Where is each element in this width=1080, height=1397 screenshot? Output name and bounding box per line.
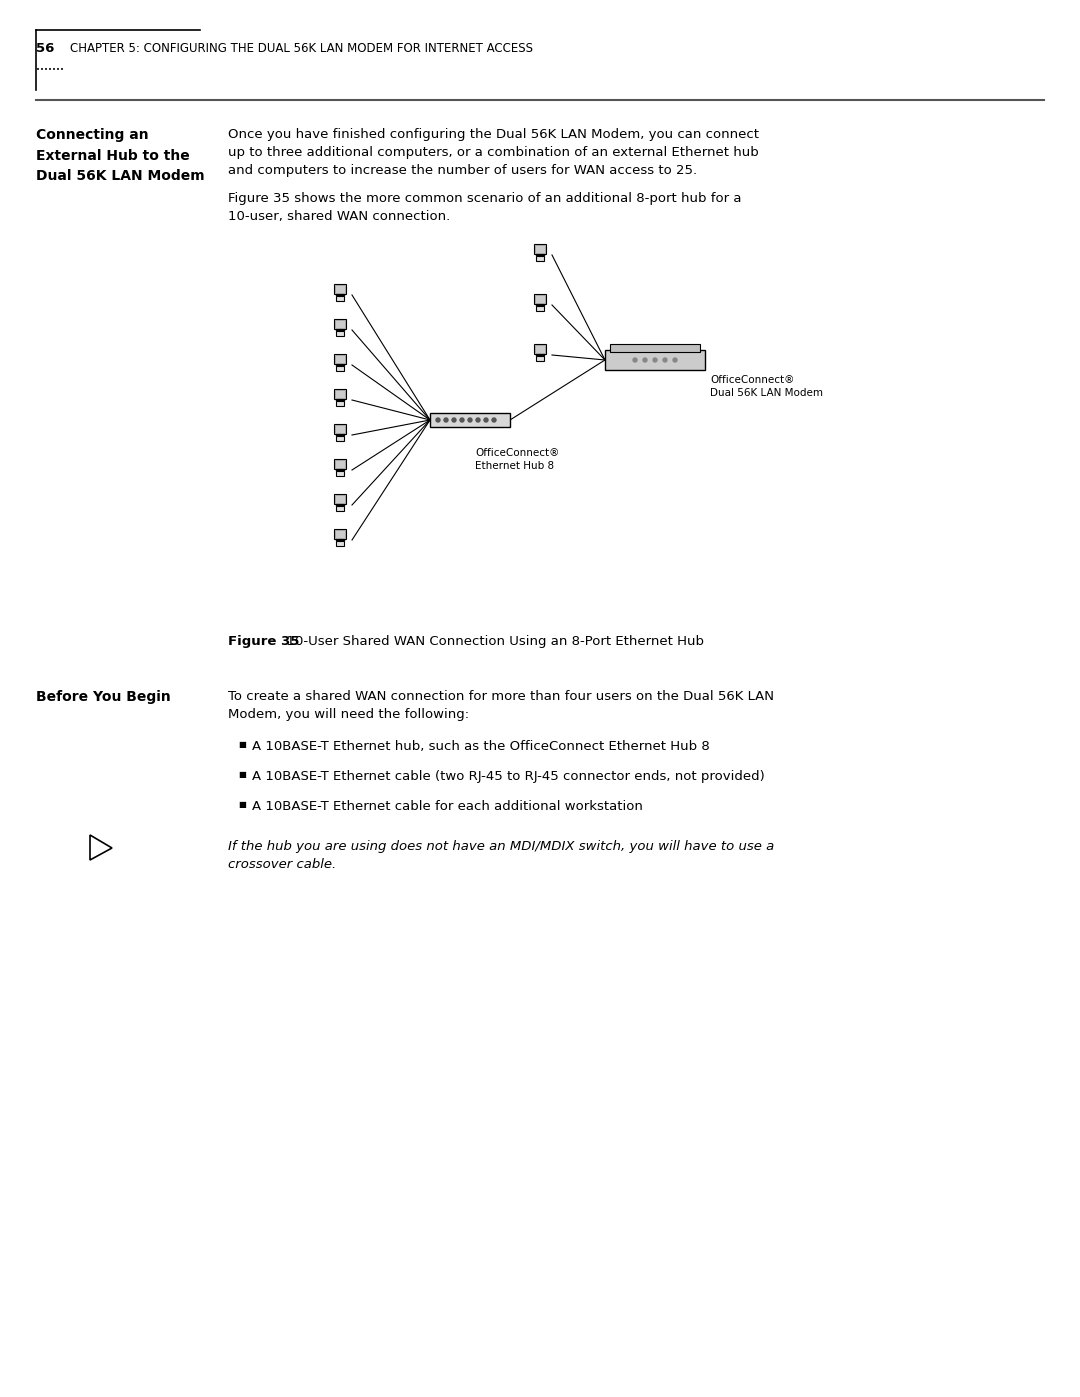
Bar	[335, 529, 345, 538]
Text: Once you have finished configuring the Dual 56K LAN Modem, you can connect
up to: Once you have finished configuring the D…	[228, 129, 759, 177]
Bar	[535, 244, 545, 253]
Text: Figure 35: Figure 35	[228, 636, 299, 648]
Bar	[335, 285, 345, 293]
Bar	[534, 344, 546, 353]
Bar	[334, 460, 346, 469]
Text: ■: ■	[238, 770, 246, 780]
Bar	[334, 529, 346, 539]
Circle shape	[436, 418, 440, 422]
Bar	[336, 296, 343, 300]
Text: If the hub you are using does not have an MDI/MDIX switch, you will have to use : If the hub you are using does not have a…	[228, 840, 774, 870]
Bar	[535, 295, 545, 303]
Bar	[335, 320, 345, 328]
Bar	[336, 401, 343, 407]
Text: A 10BASE-T Ethernet cable for each additional workstation: A 10BASE-T Ethernet cable for each addit…	[252, 800, 643, 813]
Text: To create a shared WAN connection for more than four users on the Dual 56K LAN
M: To create a shared WAN connection for mo…	[228, 690, 774, 721]
Circle shape	[663, 358, 667, 362]
Text: i: i	[95, 841, 99, 855]
Text: Connecting an
External Hub to the
Dual 56K LAN Modem: Connecting an External Hub to the Dual 5…	[36, 129, 204, 183]
Circle shape	[633, 358, 637, 362]
Circle shape	[673, 358, 677, 362]
Circle shape	[460, 418, 464, 422]
Text: 56: 56	[36, 42, 54, 54]
Bar	[334, 425, 346, 434]
Bar	[335, 355, 345, 363]
Circle shape	[444, 418, 448, 422]
Bar	[605, 351, 705, 370]
Text: ■: ■	[238, 740, 246, 749]
Bar	[336, 471, 343, 476]
Bar	[536, 256, 544, 261]
Bar	[334, 319, 346, 328]
Text: Before You Begin: Before You Begin	[36, 690, 171, 704]
Bar	[336, 436, 343, 441]
Bar	[536, 356, 544, 360]
Bar	[335, 460, 345, 468]
Circle shape	[476, 418, 480, 422]
Circle shape	[484, 418, 488, 422]
Bar	[335, 390, 345, 398]
Bar	[336, 366, 343, 372]
Text: 10-User Shared WAN Connection Using an 8-Port Ethernet Hub: 10-User Shared WAN Connection Using an 8…	[278, 636, 704, 648]
Bar	[610, 344, 700, 352]
Bar	[534, 293, 546, 305]
Polygon shape	[90, 835, 112, 861]
Bar	[335, 495, 345, 503]
Bar	[430, 414, 510, 427]
Bar	[336, 541, 343, 546]
Text: ■: ■	[238, 800, 246, 809]
Bar	[335, 425, 345, 433]
Bar	[334, 284, 346, 293]
Bar	[536, 306, 544, 312]
Bar	[334, 353, 346, 363]
Circle shape	[492, 418, 496, 422]
Text: CHAPTER 5: CONFIGURING THE DUAL 56K LAN MODEM FOR INTERNET ACCESS: CHAPTER 5: CONFIGURING THE DUAL 56K LAN …	[70, 42, 534, 54]
Text: A 10BASE-T Ethernet hub, such as the OfficeConnect Ethernet Hub 8: A 10BASE-T Ethernet hub, such as the Off…	[252, 740, 710, 753]
Circle shape	[643, 358, 647, 362]
Bar	[535, 345, 545, 353]
Circle shape	[653, 358, 657, 362]
Text: •••••••: •••••••	[36, 67, 64, 73]
Bar	[334, 495, 346, 504]
Circle shape	[453, 418, 456, 422]
Text: OfficeConnect®
Dual 56K LAN Modem: OfficeConnect® Dual 56K LAN Modem	[710, 374, 823, 398]
Text: A 10BASE-T Ethernet cable (two RJ-45 to RJ-45 connector ends, not provided): A 10BASE-T Ethernet cable (two RJ-45 to …	[252, 770, 765, 782]
Bar	[534, 244, 546, 254]
Text: OfficeConnect®
Ethernet Hub 8: OfficeConnect® Ethernet Hub 8	[475, 448, 559, 471]
Bar	[334, 388, 346, 400]
Bar	[336, 506, 343, 511]
Circle shape	[468, 418, 472, 422]
Text: Figure 35 shows the more common scenario of an additional 8-port hub for a
10-us: Figure 35 shows the more common scenario…	[228, 191, 742, 224]
Bar	[336, 331, 343, 337]
